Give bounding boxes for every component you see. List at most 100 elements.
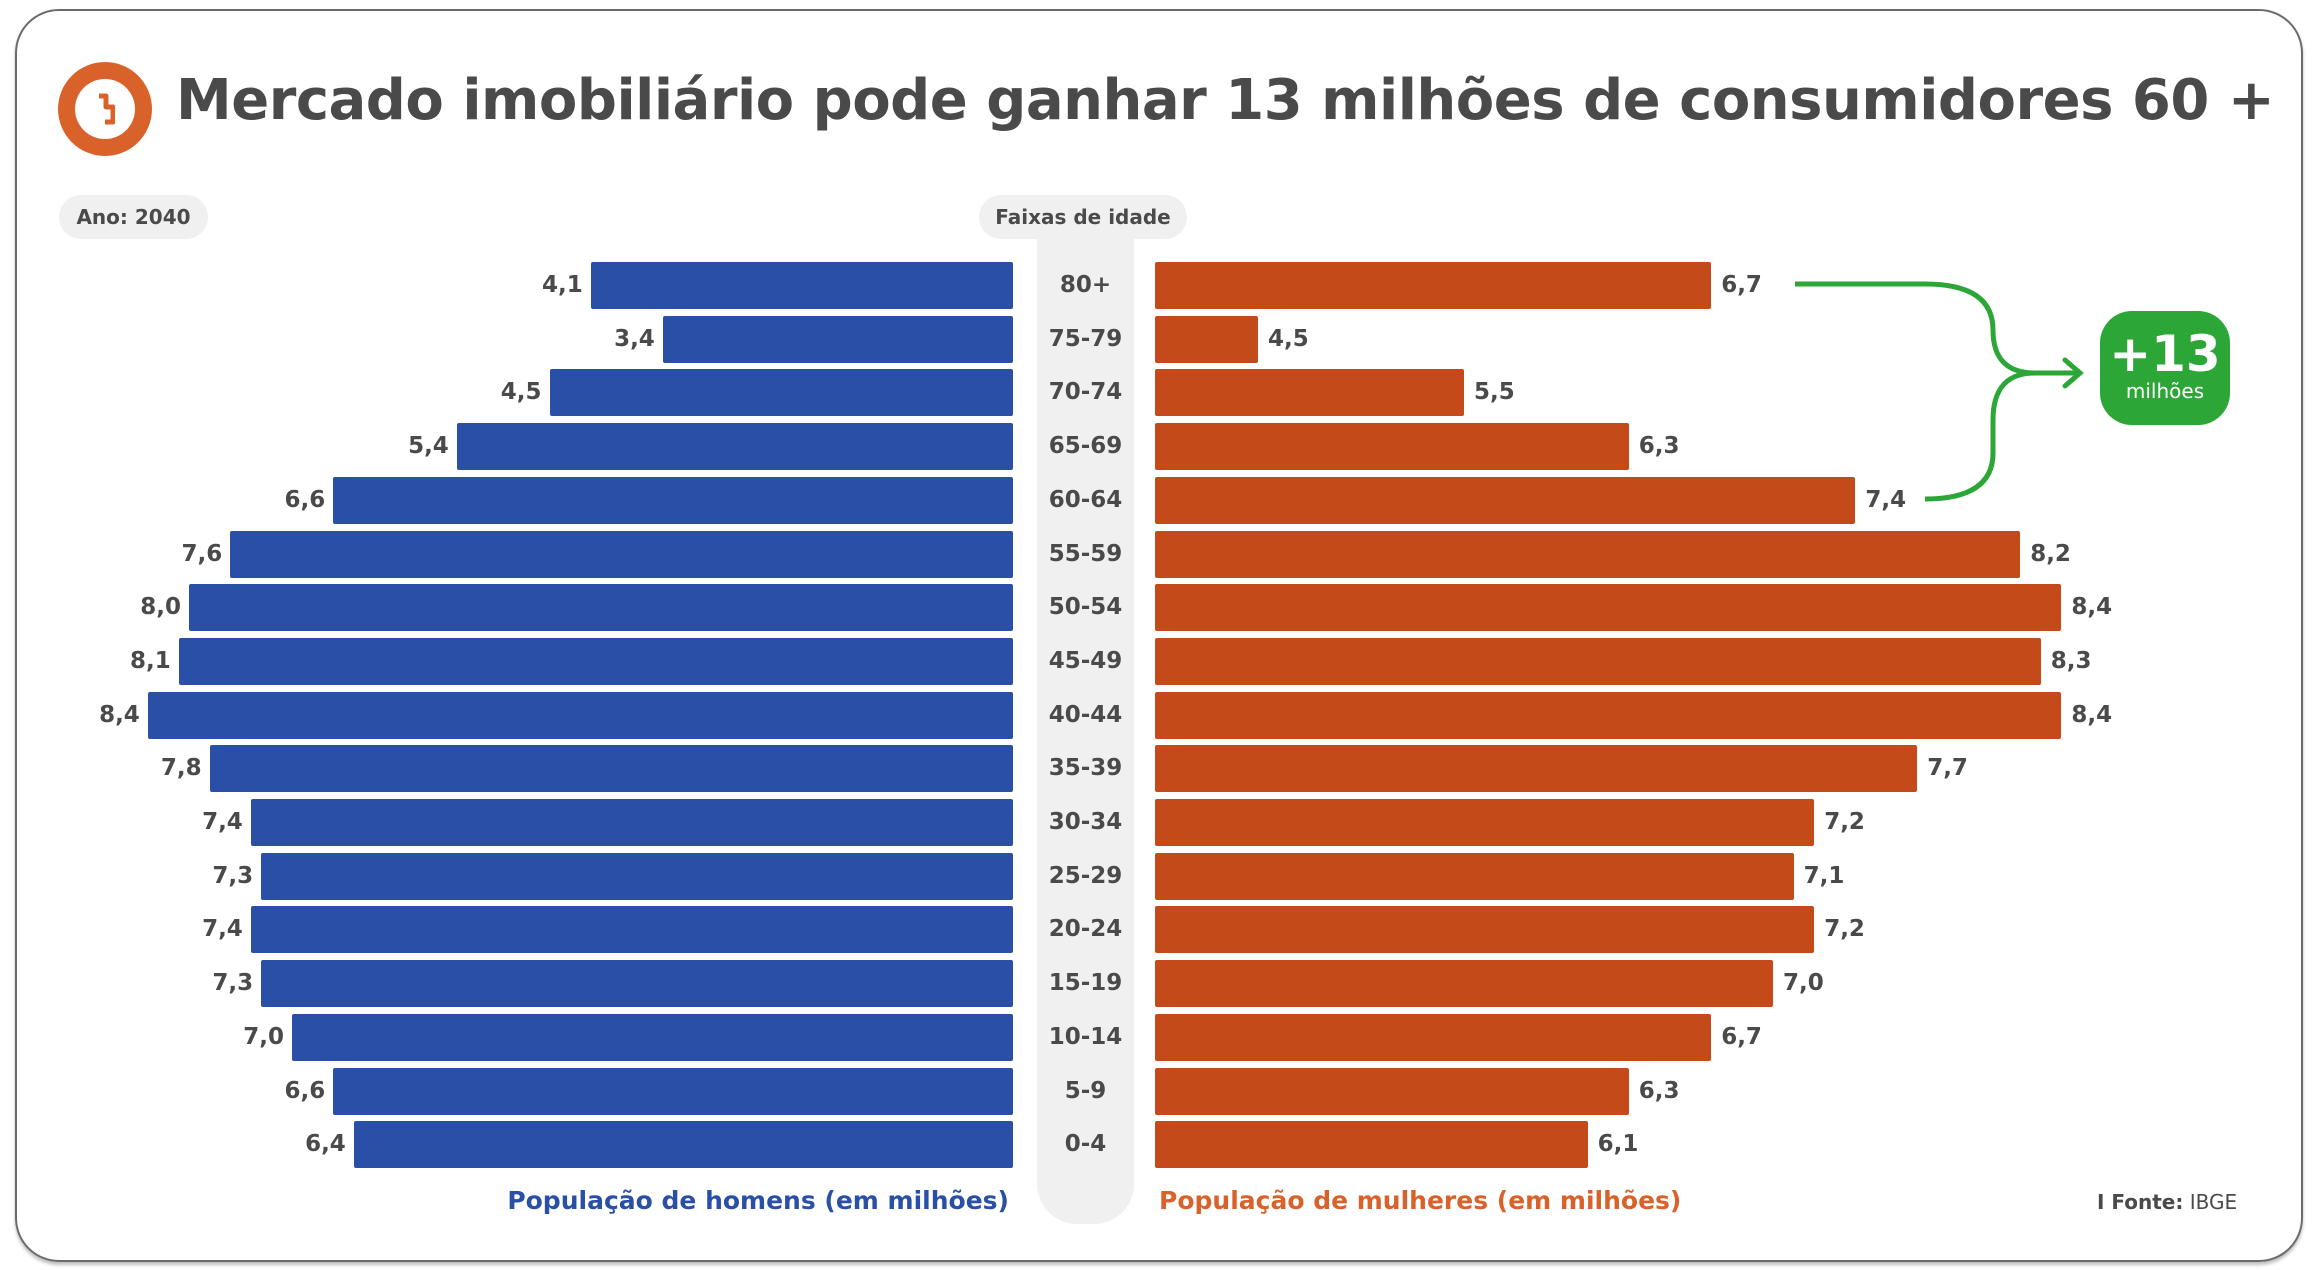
bar-men xyxy=(353,1121,1013,1169)
value-label-men: 5,4 xyxy=(408,433,449,460)
bar-men xyxy=(230,530,1013,578)
age-label: 30-34 xyxy=(1048,809,1123,835)
bar-men xyxy=(250,906,1013,954)
bar-women xyxy=(1155,423,1629,471)
bar-women xyxy=(1155,1013,1712,1061)
year-badge: Ano: 2040 xyxy=(59,195,208,239)
bar-women xyxy=(1155,960,1773,1008)
bar-men xyxy=(549,369,1013,417)
bar-women xyxy=(1155,584,2062,632)
age-label: 55-59 xyxy=(1048,540,1123,567)
age-label: 40-44 xyxy=(1048,701,1123,728)
bar-men xyxy=(261,960,1013,1008)
source-label: I Fonte: xyxy=(2097,1190,2184,1214)
value-label-women: 5,5 xyxy=(1474,379,1515,406)
bar-men xyxy=(189,584,1013,632)
age-label: 20-24 xyxy=(1048,916,1123,943)
value-label-women: 6,7 xyxy=(1721,1023,1762,1050)
bar-men xyxy=(590,262,1013,309)
value-label-men: 4,1 xyxy=(541,272,583,298)
bar-women xyxy=(1155,691,2062,739)
value-label-men: 6,6 xyxy=(284,486,326,513)
bar-women xyxy=(1155,315,1258,363)
bar-women xyxy=(1155,369,1464,417)
value-label-men: 7,8 xyxy=(160,755,202,782)
value-label-women: 6,1 xyxy=(1597,1131,1639,1158)
age-label: 75-79 xyxy=(1048,325,1123,352)
bar-men xyxy=(147,691,1013,739)
value-label-women: 7,2 xyxy=(1824,809,1865,835)
value-label-men: 6,6 xyxy=(284,1077,326,1104)
bar-men xyxy=(209,745,1013,793)
value-label-men: 8,1 xyxy=(129,647,171,674)
bar-women xyxy=(1155,637,2041,685)
value-label-women: 8,2 xyxy=(2030,540,2071,567)
source-value: IBGE xyxy=(2189,1190,2238,1214)
bar-men xyxy=(333,476,1013,524)
age-label: 70-74 xyxy=(1048,379,1123,406)
increase-badge: +13 milhões xyxy=(2100,311,2230,425)
bar-women xyxy=(1155,852,1794,900)
age-label: 80+ xyxy=(1059,272,1112,298)
value-label-women: 7,2 xyxy=(1824,916,1865,943)
age-label: 35-39 xyxy=(1048,755,1123,782)
value-label-men: 8,4 xyxy=(99,701,140,728)
bar-men xyxy=(292,1013,1013,1061)
bar-men xyxy=(261,852,1013,900)
value-label-women: 7,7 xyxy=(1927,755,1968,782)
bar-women xyxy=(1155,530,2021,578)
bar-women xyxy=(1155,262,1712,309)
value-label-men: 8,0 xyxy=(140,594,181,621)
bar-men xyxy=(178,637,1013,685)
legend-women: População de mulheres (em milhões) xyxy=(1159,1186,1682,1215)
value-label-women: 8,4 xyxy=(2071,594,2113,621)
age-column-header: Faixas de idade xyxy=(979,195,1187,239)
bar-men xyxy=(456,423,1013,471)
value-label-women: 8,3 xyxy=(2050,647,2092,674)
age-label: 50-54 xyxy=(1048,594,1123,621)
bar-men xyxy=(250,799,1013,846)
bar-men xyxy=(333,1067,1013,1115)
value-label-women: 4,5 xyxy=(1268,325,1309,352)
bar-men xyxy=(662,315,1013,363)
value-label-women: 6,3 xyxy=(1638,1077,1680,1104)
value-label-men: 6,4 xyxy=(305,1131,346,1158)
bar-women xyxy=(1155,745,1918,793)
value-label-women: 7,4 xyxy=(1865,486,1907,513)
age-label: 5-9 xyxy=(1064,1077,1107,1104)
age-column xyxy=(1037,228,1134,1224)
increase-unit: milhões xyxy=(2125,379,2205,403)
value-label-men: 3,4 xyxy=(614,325,655,352)
value-label-women: 8,4 xyxy=(2071,701,2113,728)
age-label: 65-69 xyxy=(1048,433,1123,460)
chart-title: Mercado imobiliário pode ganhar 13 milhõ… xyxy=(176,68,2275,133)
value-label-men: 4,5 xyxy=(500,379,542,406)
age-label: 10-14 xyxy=(1048,1023,1123,1050)
brand-logo-icon xyxy=(58,62,152,156)
value-label-men: 7,3 xyxy=(212,970,254,997)
bar-women xyxy=(1155,799,1815,846)
bar-women xyxy=(1155,476,1856,524)
bar-women xyxy=(1155,906,1815,954)
increase-value: +13 xyxy=(2109,325,2221,383)
chart-card xyxy=(15,9,2303,1262)
value-label-women: 6,3 xyxy=(1638,433,1680,460)
age-label: 25-29 xyxy=(1048,862,1123,889)
value-label-men: 7,3 xyxy=(212,862,254,889)
age-label: 45-49 xyxy=(1048,647,1123,674)
bar-women xyxy=(1155,1121,1588,1169)
legend-men: População de homens (em milhões) xyxy=(507,1186,1009,1215)
value-label-women: 6,7 xyxy=(1721,272,1762,298)
value-label-women: 7,0 xyxy=(1783,970,1824,997)
value-label-men: 7,0 xyxy=(243,1023,284,1050)
age-label: 0-4 xyxy=(1064,1131,1107,1158)
value-label-men: 7,6 xyxy=(181,540,223,567)
age-label: 60-64 xyxy=(1048,486,1123,513)
bar-women xyxy=(1155,1067,1629,1115)
value-label-women: 7,1 xyxy=(1803,862,1845,889)
value-label-men: 7,4 xyxy=(202,916,243,943)
age-label: 15-19 xyxy=(1048,970,1123,997)
source-note: I Fonte: IBGE xyxy=(2097,1190,2237,1214)
value-label-men: 7,4 xyxy=(202,809,243,835)
